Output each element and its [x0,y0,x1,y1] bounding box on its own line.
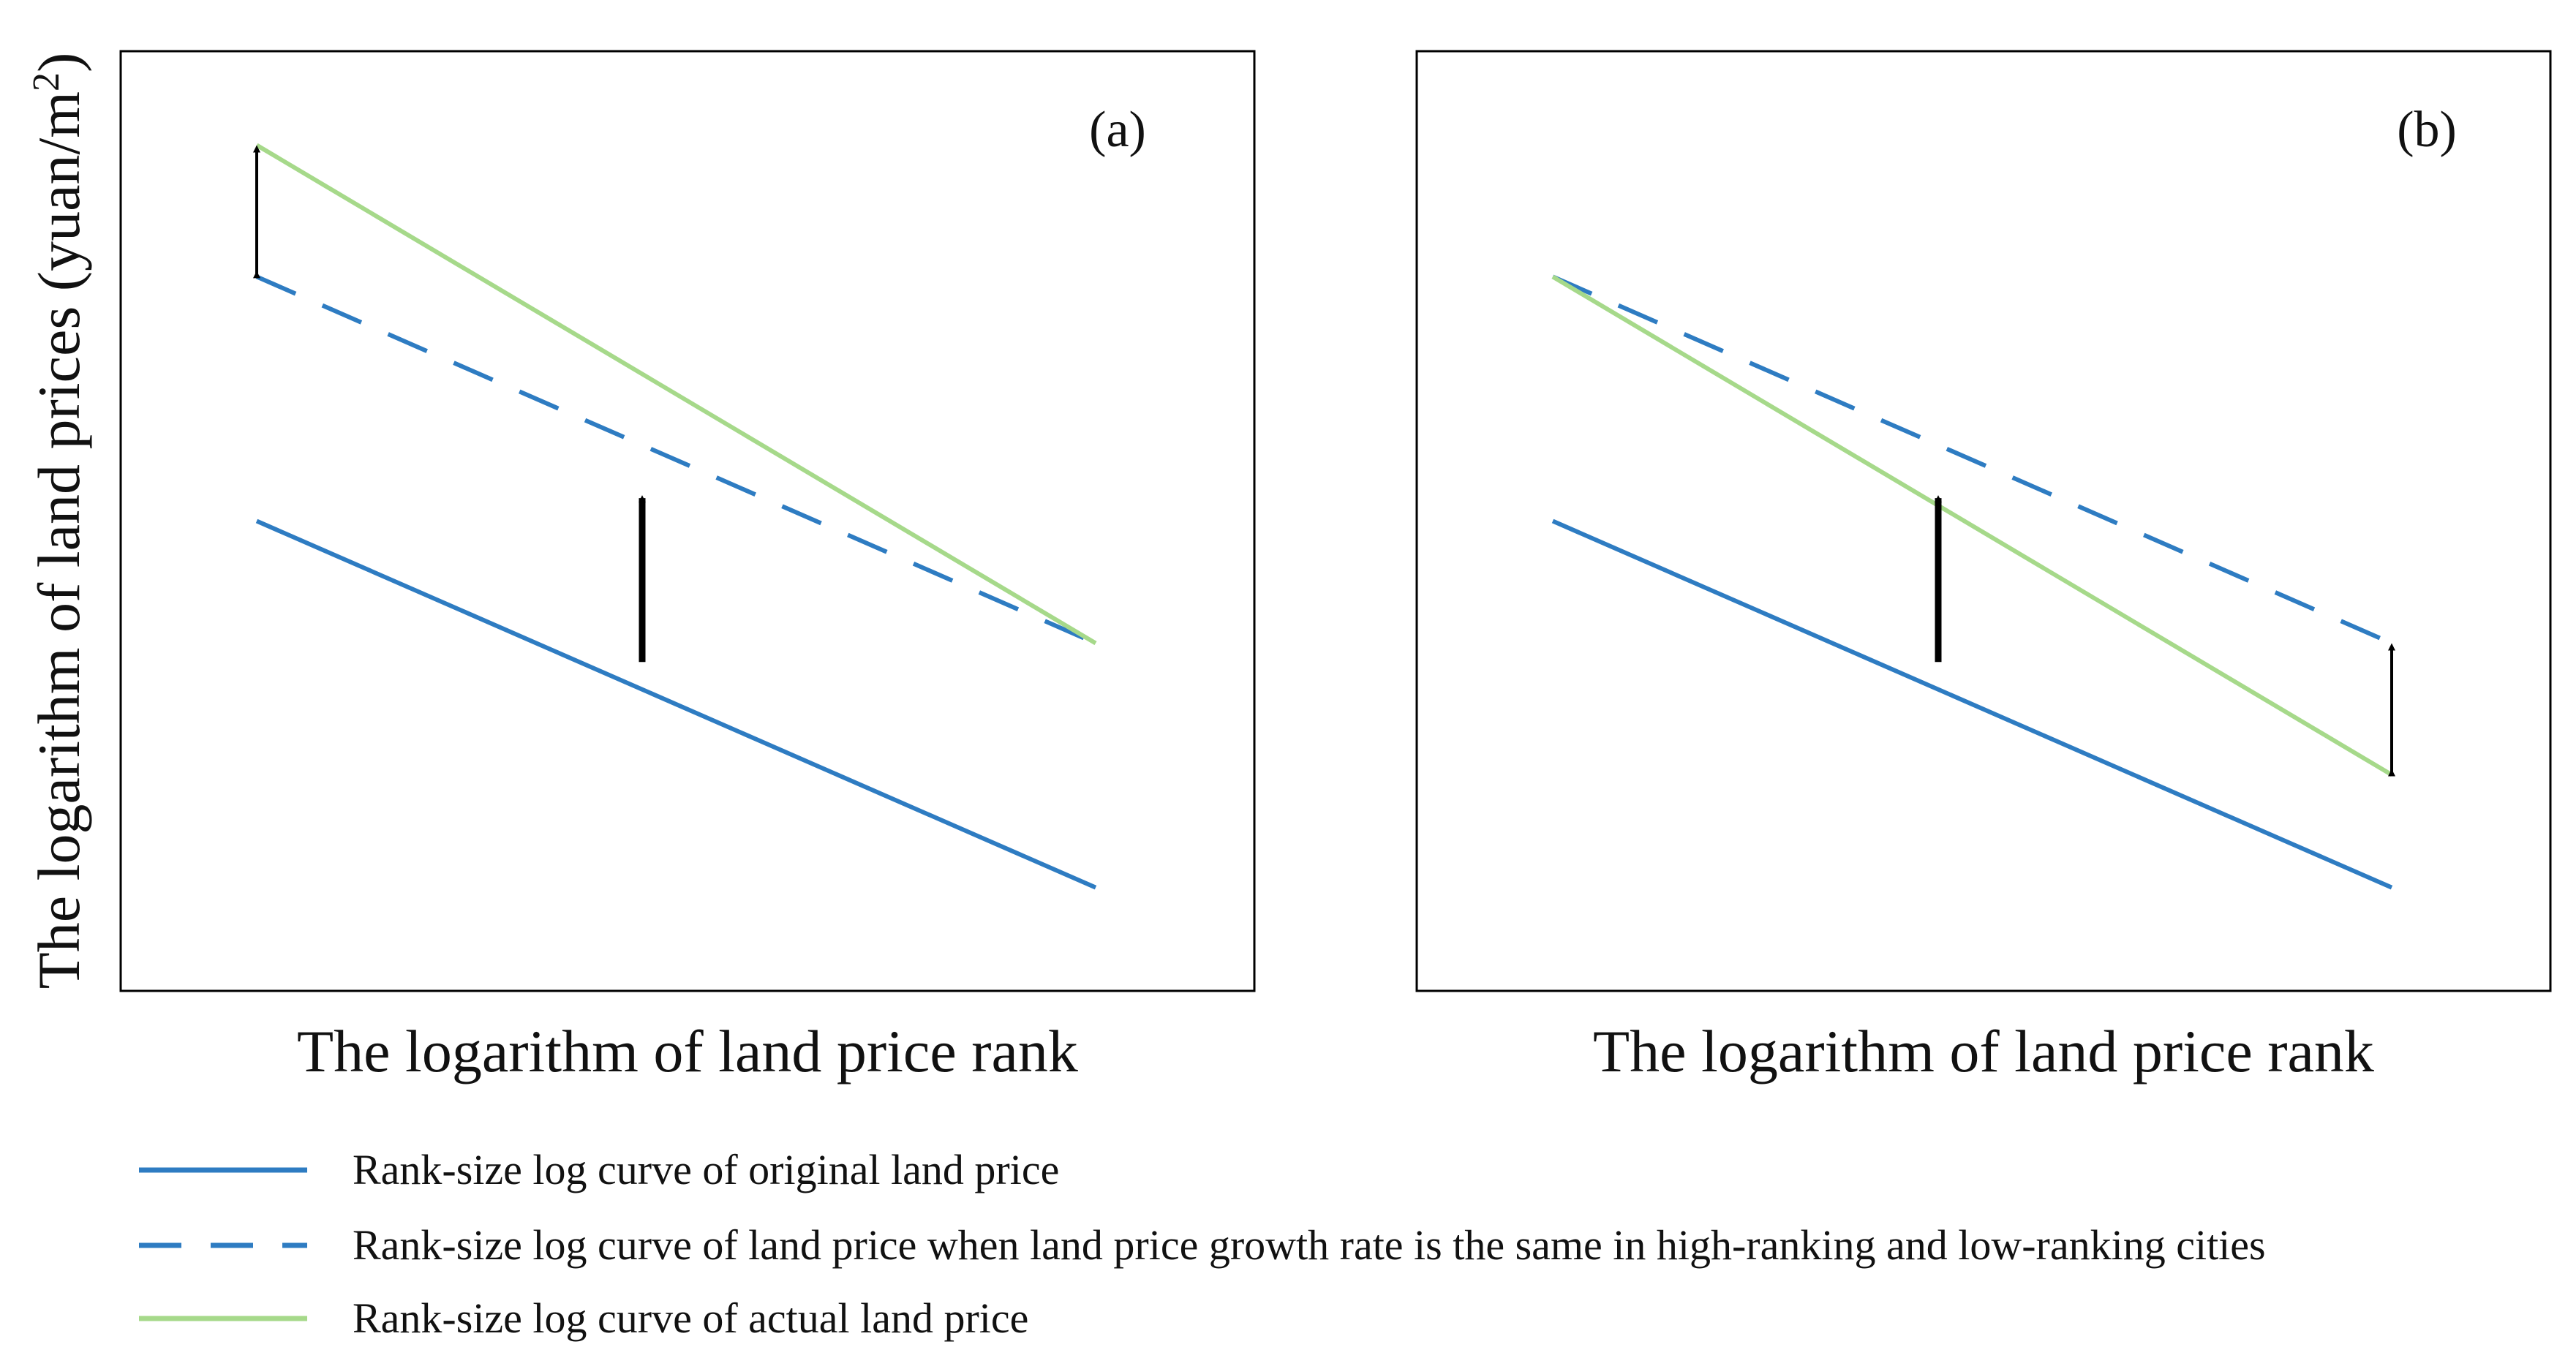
plot-area-a [119,50,1256,992]
series-line-b-0 [1551,518,2393,890]
x-axis-label-b: The logarithm of land price rank [1593,1018,2374,1084]
series-line-b-2 [1551,274,2393,777]
panel-label-a: (a) [1089,102,1146,158]
series-line-a-2 [255,143,1097,646]
annotation-group-a [253,145,646,663]
series-line-a-0 [255,518,1097,890]
y-axis-label-suffix: ) [26,53,92,72]
annotation-group-b [1935,495,2395,777]
y-axis-label: The logarithm of land prices (yuan/m2) [26,53,93,989]
series-group-b [1551,274,2393,890]
y-axis-label-main: The logarithm of land prices (yuan/m [26,91,92,989]
series-group-a [255,143,1097,890]
plot-area-b [1415,50,2552,992]
panel-label-b: (b) [2397,102,2457,158]
panel-a: (a) The logarithm of land price rank [119,50,1256,1084]
series-line-b-1 [1551,274,2393,646]
series-line-a-1 [255,274,1097,646]
y-axis-label-sup: 2 [26,72,67,91]
x-axis-label-a: The logarithm of land price rank [297,1018,1078,1084]
panel-b: (b) The logarithm of land price rank [1415,50,2552,1084]
